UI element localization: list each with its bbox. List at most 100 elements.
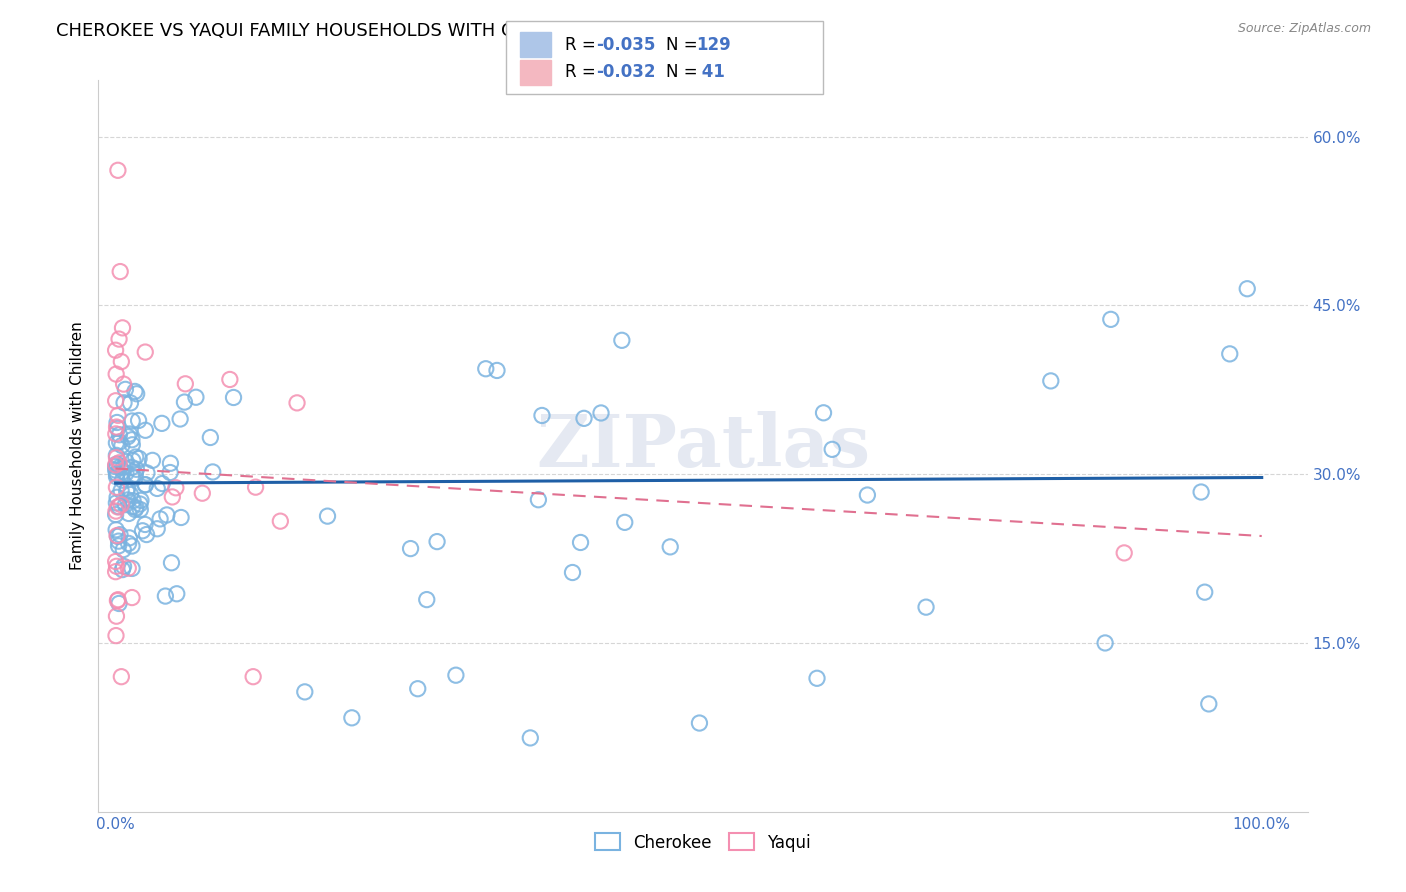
Text: Source: ZipAtlas.com: Source: ZipAtlas.com [1237,22,1371,36]
Point [104,343,127,358]
Point [125,450,148,464]
Point [155,589,177,603]
Point [108,597,131,611]
Point [121,460,143,475]
Point [117,536,139,550]
Point [112,465,135,479]
Point [134,345,156,359]
Point [104,459,127,474]
Point [856,488,879,502]
Point [245,480,267,494]
Point [104,463,127,477]
Point [111,473,134,487]
Point [112,559,135,574]
Text: 129: 129 [696,36,731,54]
Point [104,504,127,518]
Point [104,393,127,408]
Point [111,438,134,452]
Point [124,467,146,482]
Point [125,386,148,401]
Point [821,442,844,457]
Point [218,372,240,386]
Point [105,469,128,483]
Point [184,390,207,404]
Point [1198,697,1220,711]
Point [1114,546,1136,560]
Point [105,367,128,381]
Point [134,423,156,437]
Point [108,435,131,450]
Point [200,430,222,444]
Point [107,421,129,435]
Point [105,496,128,510]
Point [122,493,145,508]
Point [915,600,938,615]
Point [201,465,224,479]
Point [659,540,682,554]
Text: N =: N = [666,36,703,54]
Point [121,438,143,452]
Point [426,534,449,549]
Point [104,458,127,472]
Point [572,411,595,425]
Point [150,417,173,431]
Point [124,384,146,399]
Point [813,406,835,420]
Text: -0.032: -0.032 [596,63,655,81]
Point [105,420,128,434]
Point [118,531,141,545]
Point [104,555,127,569]
Point [128,451,150,466]
Point [128,413,150,427]
Point [121,469,143,483]
Point [134,477,156,491]
Point [105,480,128,494]
Point [340,711,363,725]
Point [191,486,214,500]
Point [269,514,291,528]
Point [117,492,139,507]
Point [129,497,152,511]
Point [115,454,138,468]
Point [111,321,134,335]
Point [111,563,134,577]
Point [165,481,187,495]
Point [399,541,422,556]
Point [104,629,127,643]
Point [124,471,146,485]
Point [688,716,710,731]
Point [115,467,138,481]
Point [105,609,128,624]
Point [169,412,191,426]
Point [105,448,128,462]
Text: N =: N = [666,63,703,81]
Point [117,481,139,495]
Point [108,332,131,346]
Point [112,460,135,475]
Point [107,163,129,178]
Point [162,490,184,504]
Point [242,670,264,684]
Point [105,467,128,482]
Point [610,334,633,348]
Point [406,681,429,696]
Point [107,592,129,607]
Point [134,517,156,532]
Point [125,500,148,515]
Point [125,462,148,476]
Point [485,363,508,377]
Point [105,457,128,471]
Point [166,587,188,601]
Point [1094,636,1116,650]
Point [107,529,129,543]
Point [174,376,197,391]
Point [530,409,553,423]
Point [112,396,135,410]
Point [316,509,339,524]
Point [105,490,128,504]
Point [105,467,128,481]
Point [561,566,583,580]
Point [112,542,135,557]
Point [105,450,128,465]
Point [121,539,143,553]
